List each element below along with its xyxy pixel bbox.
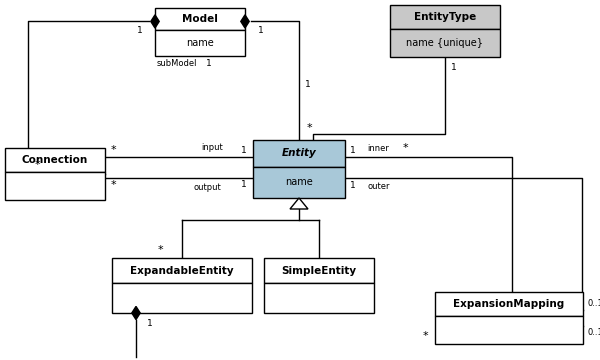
Bar: [5, 172, 105, 200]
Text: 1: 1: [147, 320, 153, 328]
Bar: [112, 258, 252, 283]
Text: name: name: [285, 177, 313, 187]
Text: outer: outer: [367, 182, 389, 191]
Text: inner: inner: [367, 144, 389, 153]
Text: 1: 1: [305, 80, 311, 89]
Text: 1: 1: [350, 146, 356, 155]
Text: *: *: [34, 160, 40, 170]
Text: 1: 1: [451, 63, 457, 72]
Text: ExpansionMapping: ExpansionMapping: [454, 299, 565, 309]
Polygon shape: [132, 306, 140, 320]
Text: *: *: [111, 180, 116, 190]
Text: name: name: [186, 38, 214, 48]
Polygon shape: [241, 15, 249, 28]
Bar: [253, 140, 345, 167]
Polygon shape: [151, 15, 159, 28]
Text: 0..1: 0..1: [587, 299, 600, 308]
Text: Entity: Entity: [281, 148, 316, 158]
Text: output: output: [193, 183, 221, 192]
Bar: [112, 283, 252, 313]
Bar: [435, 292, 583, 316]
Bar: [253, 167, 345, 198]
Text: Connection: Connection: [22, 155, 88, 165]
Bar: [435, 316, 583, 344]
Bar: [390, 29, 500, 57]
Text: ExpandableEntity: ExpandableEntity: [130, 266, 234, 276]
Text: EntityType: EntityType: [414, 12, 476, 22]
Text: *: *: [403, 143, 409, 153]
Bar: [390, 5, 500, 29]
Polygon shape: [290, 198, 308, 209]
Text: 1: 1: [350, 181, 356, 190]
Text: 1: 1: [258, 26, 264, 35]
Text: *: *: [157, 245, 163, 255]
Text: 1: 1: [206, 58, 212, 68]
Bar: [5, 148, 105, 172]
Bar: [264, 258, 374, 283]
Bar: [264, 283, 374, 313]
Text: *: *: [422, 331, 428, 341]
Text: SimpleEntity: SimpleEntity: [281, 266, 356, 276]
Bar: [155, 30, 245, 56]
Text: subModel: subModel: [157, 58, 197, 68]
Bar: [155, 8, 245, 30]
Text: Model: Model: [182, 14, 218, 24]
Text: input: input: [201, 143, 223, 152]
Text: 1: 1: [241, 180, 247, 189]
Text: 1: 1: [137, 26, 143, 35]
Text: *: *: [307, 123, 313, 133]
Text: 0..1: 0..1: [587, 328, 600, 337]
Text: name {unique}: name {unique}: [407, 38, 484, 48]
Text: *: *: [111, 145, 116, 156]
Text: 1: 1: [241, 146, 247, 155]
